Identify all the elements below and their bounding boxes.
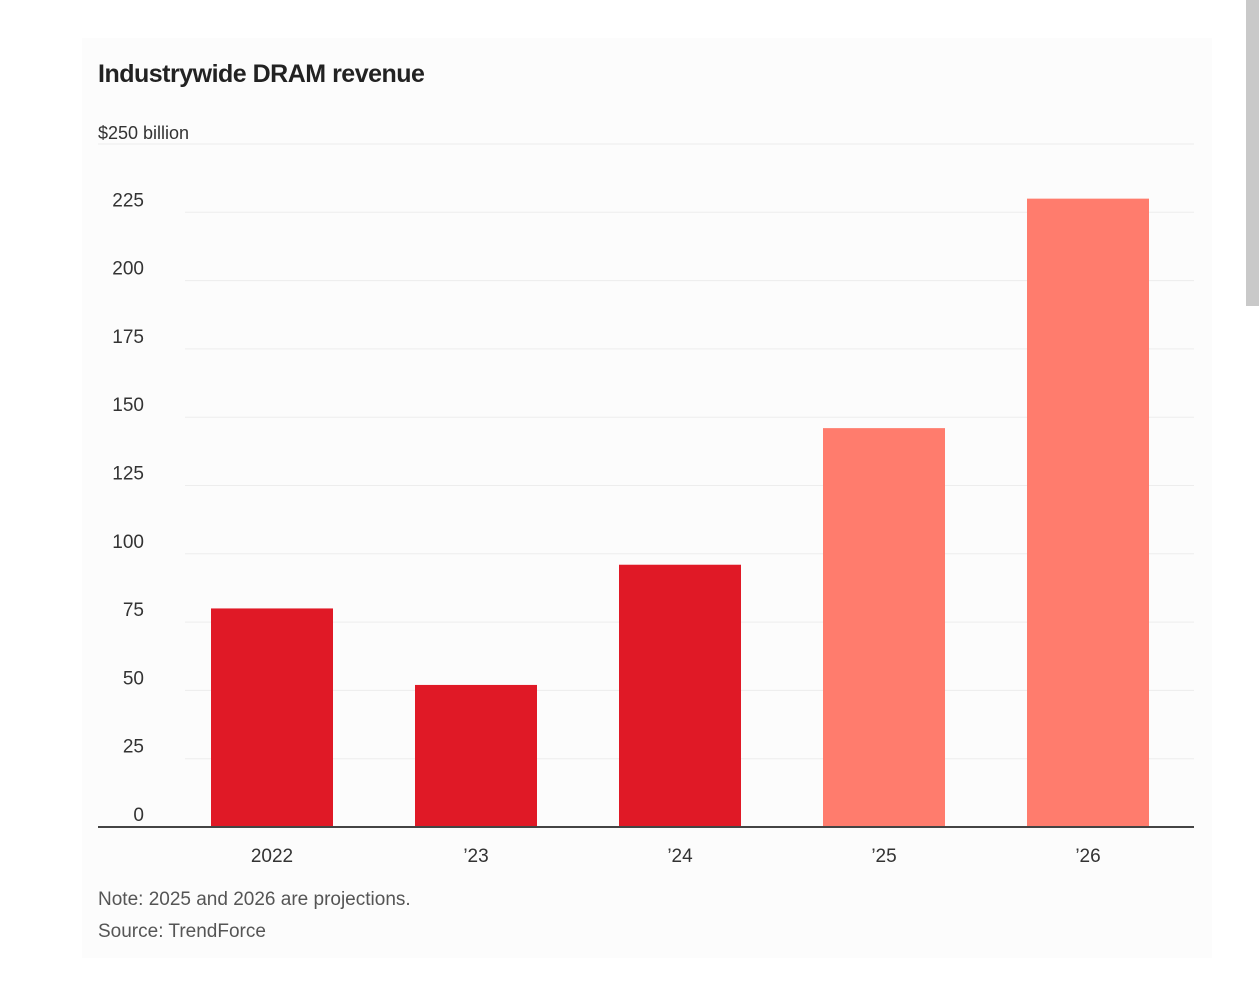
- scrollbar-thumb[interactable]: [1246, 0, 1259, 306]
- y-tick-label: 225: [112, 190, 144, 211]
- bar-5: [1027, 198, 1149, 827]
- x-tick-label: ’25: [871, 846, 896, 867]
- bar-1: [211, 608, 333, 827]
- bars: [211, 198, 1149, 827]
- y-tick-label: 150: [112, 395, 144, 416]
- y-tick-label: 125: [112, 464, 144, 485]
- x-tick-label: ’26: [1075, 846, 1100, 867]
- y-tick-label: 175: [112, 327, 144, 348]
- y-axis-unit-label: $250 billion: [98, 123, 189, 143]
- y-tick-label: 50: [123, 668, 144, 689]
- bar-4: [823, 428, 945, 827]
- chart-title: Industrywide DRAM revenue: [98, 60, 425, 88]
- x-tick-label: 2022: [251, 846, 293, 867]
- bar-2: [415, 684, 537, 827]
- y-tick-label: 100: [112, 532, 144, 553]
- x-tick-labels: 2022 ’23 ’24 ’25 ’26: [251, 846, 1101, 867]
- chart-source: Source: TrendForce: [98, 921, 266, 942]
- y-tick-label: 200: [112, 259, 144, 280]
- y-tick-label: 75: [123, 600, 144, 621]
- x-tick-label: ’24: [667, 846, 693, 867]
- bar-3: [619, 564, 741, 827]
- x-tick-label: ’23: [463, 846, 488, 867]
- y-tick-label: 0: [133, 805, 144, 826]
- y-tick-label: 25: [123, 737, 144, 758]
- chart-note: Note: 2025 and 2026 are projections.: [98, 889, 411, 910]
- y-tick-labels: 0 25 50 75 100 125 150 175 200 225: [112, 190, 144, 826]
